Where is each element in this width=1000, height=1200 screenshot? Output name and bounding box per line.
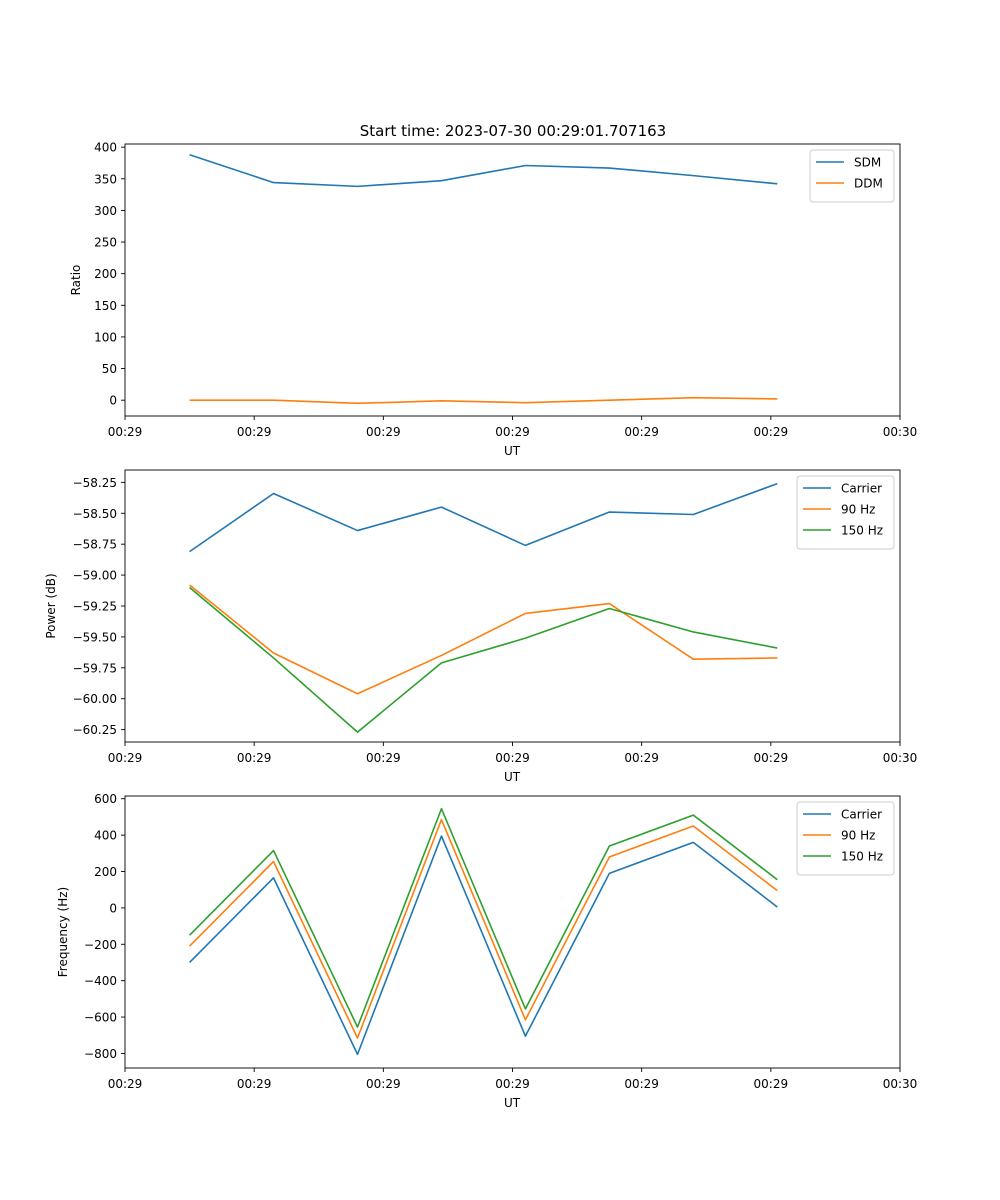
frequency-y-tick-label: −800 — [84, 1047, 117, 1061]
ratio-x-tick-label: 00:29 — [624, 425, 659, 439]
power-x-axis-label: UT — [504, 770, 521, 784]
ratio-y-tick-label: 0 — [109, 394, 117, 408]
ratio-y-tick-label: 150 — [94, 299, 117, 313]
power-y-tick-label: −58.50 — [73, 507, 117, 521]
frequency-y-axis-label: Frequency (Hz) — [56, 887, 70, 978]
frequency-y-tick-label: −600 — [84, 1011, 117, 1025]
frequency-x-tick-label: 00:29 — [495, 1077, 530, 1091]
frequency-x-tick-label: 00:29 — [237, 1077, 272, 1091]
ratio-series-1-line — [189, 396, 778, 405]
ratio-legend-label: DDM — [854, 177, 883, 191]
frequency-y-tick-label: 600 — [94, 792, 117, 806]
ratio-legend: SDM DDM — [809, 149, 895, 203]
frequency-y-tick-label: 0 — [109, 901, 117, 915]
ratio-y-tick-label: 200 — [94, 267, 117, 281]
power-x-tick-label: 00:29 — [495, 751, 530, 765]
ratio-y-tick-label: 100 — [94, 330, 117, 344]
frequency-legend-label: 90 Hz — [841, 829, 875, 843]
power-y-tick-label: −58.75 — [73, 538, 117, 552]
figure-title: Start time: 2023-07-30 00:29:01.707163 — [360, 122, 666, 140]
power-x-tick-label: 00:30 — [883, 751, 918, 765]
frequency-legend: Carrier 90 Hz 150 Hz — [796, 801, 895, 876]
ratio-x-tick-label: 00:29 — [754, 425, 789, 439]
frequency-x-tick-label: 00:30 — [883, 1077, 918, 1091]
frequency-y-tick-label: −400 — [84, 974, 117, 988]
frequency-series-0-line — [189, 835, 778, 1056]
power-x-tick-label: 00:29 — [108, 751, 143, 765]
power-y-tick-label: −60.25 — [73, 723, 117, 737]
power-panel: 00:29 00:29 00:29 00:29 00:29 00:29 00:30 −60.2… — [44, 469, 918, 784]
frequency-panel: 00:29 00:29 00:29 00:29 00:29 00:29 00:30 −800 −… — [56, 792, 917, 1110]
ratio-y-tick-label: 350 — [94, 172, 117, 186]
ratio-x-tick-label: 00:29 — [108, 425, 143, 439]
frequency-x-tick-label: 00:29 — [624, 1077, 659, 1091]
frequency-x-axis-label: UT — [504, 1096, 521, 1110]
power-y-tick-label: −59.50 — [73, 630, 117, 644]
power-y-tick-label: −59.00 — [73, 569, 117, 583]
power-x-tick-label: 00:29 — [237, 751, 272, 765]
power-x-tick-label: 00:29 — [366, 751, 401, 765]
power-legend-label: Carrier — [841, 482, 882, 496]
ratio-panel: 00:29 00:29 00:29 00:29 00:29 00:29 00:30 0 50 10… — [69, 141, 917, 458]
frequency-y-tick-label: −200 — [84, 938, 117, 952]
frequency-series-1-line — [189, 818, 778, 1039]
power-y-tick-label: −58.25 — [73, 476, 117, 490]
power-legend: Carrier 90 Hz 150 Hz — [796, 475, 895, 550]
frequency-x-tick-label: 00:29 — [366, 1077, 401, 1091]
ratio-y-tick-label: 250 — [94, 236, 117, 250]
power-legend-label: 90 Hz — [841, 503, 875, 517]
power-x-tick-label: 00:29 — [754, 751, 789, 765]
ratio-legend-box — [809, 149, 895, 203]
power-y-tick-label: −60.00 — [73, 692, 117, 706]
ratio-x-tick-label: 00:29 — [495, 425, 530, 439]
ratio-y-tick-label: 300 — [94, 204, 117, 218]
ratio-y-tick-label: 50 — [102, 362, 117, 376]
power-y-tick-label: −59.75 — [73, 661, 117, 675]
ratio-x-tick-label: 00:29 — [237, 425, 272, 439]
power-series-1-line — [189, 584, 778, 695]
frequency-legend-label: Carrier — [841, 808, 882, 822]
ratio-x-tick-label: 00:29 — [366, 425, 401, 439]
ratio-legend-label: SDM — [854, 156, 881, 170]
power-y-tick-label: −59.25 — [73, 600, 117, 614]
frequency-legend-label: 150 Hz — [841, 850, 883, 864]
power-x-tick-label: 00:29 — [624, 751, 659, 765]
frequency-x-tick-label: 00:29 — [754, 1077, 789, 1091]
frequency-y-tick-label: 200 — [94, 865, 117, 879]
power-legend-label: 150 Hz — [841, 524, 883, 538]
ratio-series-0-line — [189, 153, 778, 188]
ratio-y-tick-label: 400 — [94, 141, 117, 155]
power-y-axis-label: Power (dB) — [44, 573, 58, 638]
ratio-x-axis-label: UT — [504, 444, 521, 458]
frequency-series-2-line — [189, 807, 778, 1028]
frequency-x-tick-label: 00:29 — [108, 1077, 143, 1091]
frequency-y-tick-label: 400 — [94, 829, 117, 843]
ratio-y-axis-label: Ratio — [69, 265, 83, 296]
ratio-x-tick-label: 00:30 — [883, 425, 918, 439]
power-series-0-line — [189, 482, 778, 553]
power-series-2-line — [189, 586, 778, 733]
